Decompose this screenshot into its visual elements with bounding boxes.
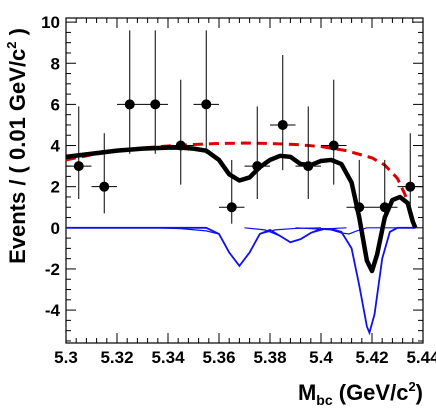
data-marker: [73, 161, 84, 172]
data-points: [66, 30, 423, 224]
x-axis-title-end: ): [416, 380, 423, 405]
y-axis-title-main: Events / ( 0.01 GeV/c: [5, 49, 30, 264]
y-tick-label: 4: [51, 137, 61, 156]
data-marker: [379, 202, 390, 213]
data-point: [117, 30, 143, 154]
x-tick-label: 5.36: [202, 348, 235, 367]
y-tick-label: -4: [45, 301, 61, 320]
data-point: [346, 159, 372, 224]
data-marker: [99, 181, 110, 192]
data-marker: [175, 140, 186, 151]
data-point: [66, 106, 92, 200]
y-tick-label: 2: [51, 178, 60, 197]
y-axis-title-sup: 2: [4, 41, 19, 48]
data-point: [193, 30, 219, 154]
component-curve: [66, 227, 322, 267]
y-tick-label: -2: [45, 260, 60, 279]
data-marker: [124, 99, 135, 110]
y-axis-title-end: ): [5, 28, 30, 41]
y-tick-label: 0: [51, 219, 60, 238]
data-point: [168, 79, 194, 185]
tick-labels: 5.3 5.32 5.34 5.36 5.38 5.4 5.42 5.44 -4 -2 0 2 4 6 8 1…: [41, 13, 436, 367]
x-tick-label: 5.44: [406, 348, 436, 367]
x-tick-label: 5.4: [309, 348, 333, 367]
x-tick-label: 5.34: [151, 348, 185, 367]
data-marker: [328, 140, 339, 151]
x-tick-label: 5.42: [355, 348, 388, 367]
y-axis-title: Events / ( 0.01 GeV/c2 ): [4, 28, 30, 264]
x-tick-label: 5.38: [253, 348, 286, 367]
data-marker: [226, 202, 237, 213]
x-axis-title-sub: bc: [316, 392, 333, 408]
data-marker: [150, 99, 161, 110]
data-point: [219, 159, 245, 224]
data-point: [321, 79, 347, 185]
y-tick-label: 10: [41, 13, 60, 32]
x-axis-title-sup: 2: [408, 379, 415, 394]
y-tick-label: 6: [51, 95, 60, 114]
data-point: [295, 106, 321, 200]
axes: [65, 17, 424, 344]
data-point: [397, 133, 423, 214]
peaking-curve: [66, 226, 416, 336]
data-marker: [201, 99, 212, 110]
data-marker: [405, 181, 416, 192]
y-tick-label: 8: [51, 54, 60, 73]
x-axis-title-rest: (GeV/c: [333, 380, 409, 405]
data-marker: [277, 119, 288, 130]
background-curve: [65, 141, 417, 229]
data-point: [244, 106, 270, 200]
data-marker: [354, 202, 365, 213]
data-marker: [303, 161, 314, 172]
x-axis-title-main: M: [298, 380, 316, 405]
x-tick-label: 5.3: [54, 348, 78, 367]
data-point: [372, 159, 398, 224]
plot-frame: [65, 17, 424, 344]
fit-curves: [65, 141, 418, 336]
x-axis-title: Mbc (GeV/c2): [298, 379, 423, 408]
data-point: [91, 133, 117, 214]
x-tick-label: 5.32: [100, 348, 133, 367]
data-marker: [252, 161, 263, 172]
data-point: [270, 55, 296, 171]
data-point: [142, 30, 168, 154]
